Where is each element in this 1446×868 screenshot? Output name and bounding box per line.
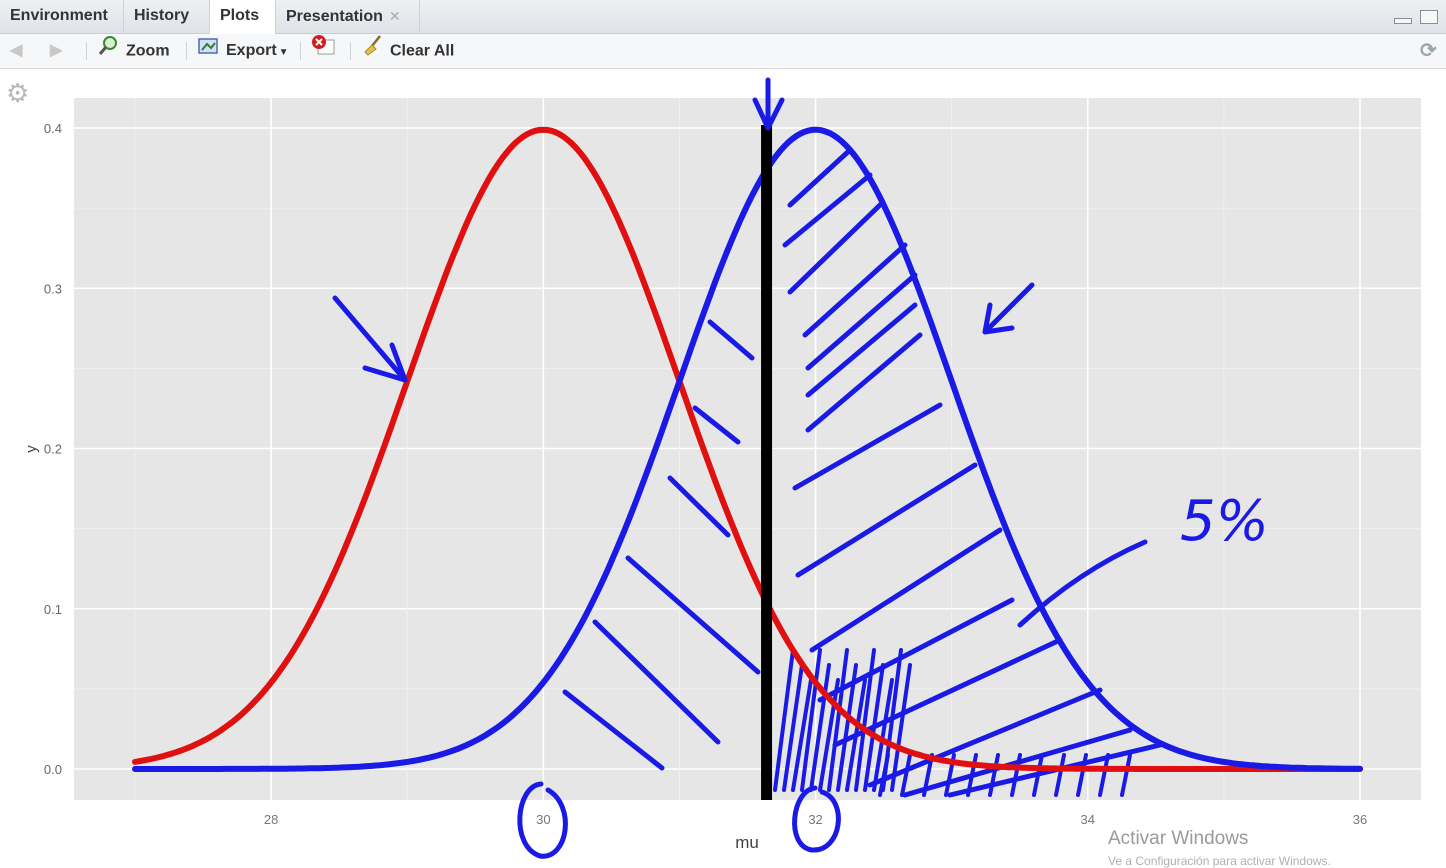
plots-toolbar: ◀ ▶ Zoom Export ▼ Clear All ⟳ [0, 34, 1446, 69]
hatch-stroke [802, 242, 908, 338]
tab-history[interactable]: History [124, 0, 210, 32]
export-icon [198, 34, 220, 68]
hatch-stroke [966, 753, 978, 797]
hatch-stroke [827, 648, 849, 792]
tab-label: History [134, 7, 190, 24]
arrow-annotation [752, 77, 785, 131]
arrow-annotation [332, 295, 408, 383]
hatch-stroke [667, 475, 731, 538]
hatch-stroke [988, 753, 1000, 797]
forward-arrow-icon[interactable]: ▶ [50, 42, 63, 59]
chevron-down-icon: ▼ [278, 47, 289, 59]
y-tick-label: 0.4 [44, 121, 62, 136]
five-percent-annotation: 5% [1180, 489, 1269, 554]
hatch-stroke [845, 678, 867, 792]
minimize-icon[interactable] [1394, 18, 1412, 24]
ink-annotations [332, 77, 1148, 859]
hatch-stroke [1032, 753, 1044, 797]
density-curve-blue [132, 126, 1363, 772]
hatch-stroke [592, 619, 721, 745]
hatch-stroke [809, 527, 1003, 653]
hatch-stroke [805, 272, 918, 371]
export-label: Export [226, 42, 277, 60]
y-tick-label: 0.0 [44, 762, 62, 777]
activation-watermark-title: Activar Windows [1108, 828, 1249, 849]
hatch-stroke [787, 147, 853, 208]
hatch-stroke [562, 689, 665, 771]
hatch-stroke [805, 302, 918, 398]
hatch-stroke [707, 319, 755, 361]
hatch-stroke [773, 648, 795, 792]
clear-all-button[interactable]: Clear All [362, 34, 454, 68]
tab-label: Environment [10, 7, 108, 24]
hatch-stroke [792, 402, 943, 491]
clear-all-label: Clear All [390, 42, 455, 60]
remove-plot-button[interactable] [310, 34, 342, 68]
hatch-stroke [782, 172, 873, 248]
circle-annotation-32 [792, 785, 841, 853]
x-tick-label: 28 [264, 812, 278, 827]
tab-plots[interactable]: Plots [210, 0, 276, 34]
gear-icon[interactable]: ⚙ [6, 78, 30, 108]
hatch-stroke [900, 753, 912, 797]
circle-annotation-30 [517, 781, 568, 859]
hatch-stroke [1076, 753, 1088, 797]
hatch-stroke [818, 678, 840, 792]
hatch-stroke [1098, 753, 1110, 797]
zoom-label: Zoom [126, 42, 170, 60]
hatch-stroke [795, 462, 978, 578]
tab-presentation[interactable]: Presentation ✕ [276, 0, 420, 32]
x-tick-label: 32 [808, 812, 822, 827]
hatch-stroke [787, 202, 883, 295]
hatch-stroke [800, 648, 822, 792]
x-axis-label: mu [735, 833, 759, 852]
hatch-stroke [1010, 753, 1022, 797]
hatch-stroke [854, 648, 876, 792]
arrow-annotation [982, 282, 1035, 335]
hatch-stroke [872, 678, 894, 792]
x-tick-label: 34 [1081, 812, 1095, 827]
remove-icon [310, 34, 336, 69]
refresh-icon[interactable]: ⟳ [1420, 40, 1437, 62]
x-axis-ticks: 28 30 32 34 36 [264, 812, 1367, 827]
y-axis-label: y [23, 445, 40, 453]
hatch-stroke [1120, 753, 1132, 797]
x-tick-label: 30 [536, 812, 550, 827]
zoom-button[interactable]: Zoom [98, 34, 170, 68]
tab-label: Plots [220, 7, 260, 24]
pointer-stroke [1017, 539, 1148, 628]
density-curves [132, 125, 1363, 800]
hatch-stroke [692, 405, 741, 445]
hatch-stroke [836, 663, 858, 792]
hatch-stroke [791, 678, 813, 792]
export-button[interactable]: Export ▼ [198, 34, 289, 68]
hatch-stroke [1054, 753, 1066, 797]
hatch-stroke [809, 663, 831, 792]
hatch-stroke [878, 753, 890, 797]
maximize-icon[interactable] [1420, 10, 1438, 24]
hatch-stroke [782, 663, 804, 792]
y-tick-label: 0.2 [44, 442, 62, 457]
density-curve-red [132, 126, 1363, 772]
tab-environment[interactable]: Environment [0, 0, 124, 32]
pane-tab-bar: Environment History Plots Presentation ✕ [0, 0, 1446, 34]
back-arrow-icon[interactable]: ◀ [10, 42, 23, 59]
hatch-stroke [863, 663, 885, 792]
y-tick-label: 0.3 [44, 281, 62, 296]
hatch-stroke [805, 332, 923, 433]
y-axis-ticks: 0.0 0.1 0.2 0.3 0.4 [44, 121, 62, 777]
hatch-stroke [890, 663, 912, 792]
hatch-stroke [625, 555, 761, 675]
tab-label: Presentation [286, 8, 383, 25]
broom-icon [362, 34, 384, 69]
hatching-annotations [562, 147, 1163, 798]
close-icon[interactable]: ✕ [388, 8, 401, 24]
x-tick-label: 36 [1353, 812, 1367, 827]
hatch-stroke [922, 753, 934, 797]
activation-watermark-subtitle: Ve a Configuración para activar Windows. [1108, 854, 1331, 868]
y-tick-label: 0.1 [44, 602, 62, 617]
zoom-icon [98, 34, 120, 69]
